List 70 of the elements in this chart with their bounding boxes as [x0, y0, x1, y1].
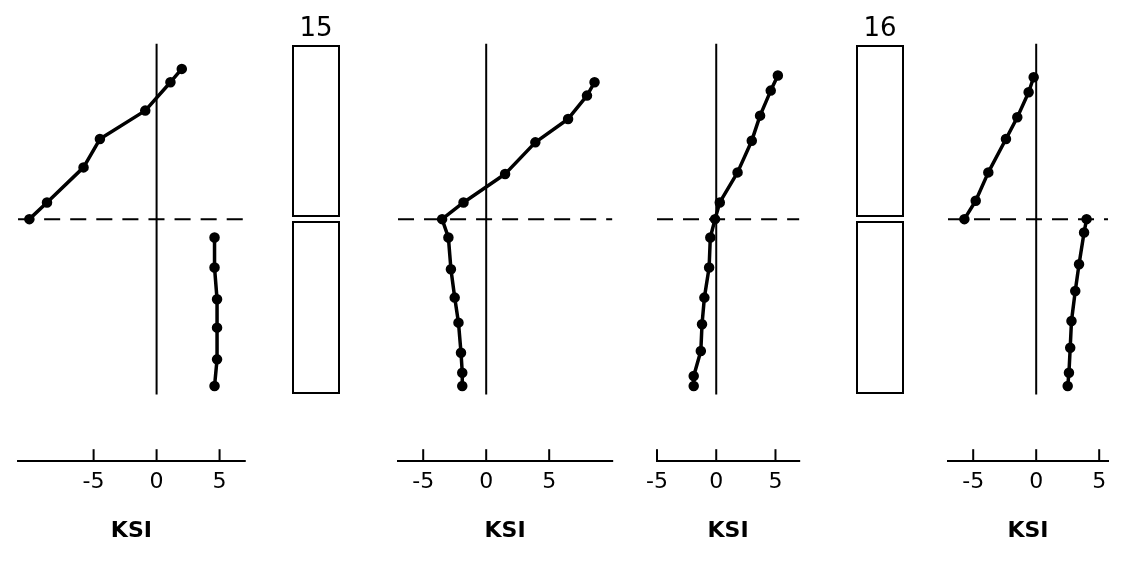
text: 16 [862, 12, 898, 42]
x-tick-label: -5 [962, 468, 985, 494]
point [436, 213, 448, 225]
x-tick-label: -5 [82, 468, 105, 494]
point [211, 322, 223, 333]
point [139, 105, 151, 116]
point [78, 162, 89, 173]
point [699, 292, 710, 303]
x-axis-title: KSI [1007, 516, 1049, 542]
x-axis-title: KSI [707, 516, 749, 542]
point [1078, 227, 1090, 238]
point [1000, 133, 1012, 145]
x-tick-label: 0 [479, 468, 494, 494]
point [1023, 87, 1034, 98]
point [562, 113, 574, 125]
x-tick-label: 5 [768, 468, 783, 494]
point [1073, 258, 1085, 270]
point [746, 135, 758, 146]
x-tick-label: 0 [1029, 468, 1044, 494]
point [983, 167, 994, 178]
point [94, 133, 106, 145]
point [453, 317, 464, 328]
point [1066, 315, 1077, 327]
point [1012, 112, 1023, 123]
point [589, 76, 600, 88]
point [1070, 285, 1081, 297]
point [457, 380, 468, 392]
point [732, 167, 743, 178]
point [1062, 380, 1073, 392]
point [445, 263, 457, 275]
point [209, 232, 220, 243]
point [970, 195, 981, 207]
point [455, 347, 467, 358]
point [209, 262, 220, 273]
text: 15 [298, 12, 334, 42]
point [703, 262, 715, 273]
x-axis-title: KSI [484, 516, 526, 542]
point [41, 197, 53, 208]
point [695, 345, 707, 357]
point [499, 168, 511, 180]
x-tick-label: 5 [542, 468, 557, 494]
x-tick-label: 5 [212, 468, 227, 494]
point [1064, 342, 1076, 353]
point [754, 110, 766, 121]
point [765, 85, 776, 96]
x-tick-label: 0 [149, 468, 164, 494]
point [696, 319, 708, 330]
point [959, 213, 970, 225]
point [449, 292, 460, 303]
x-tick-label: -5 [646, 468, 668, 494]
x-tick-label: 5 [1092, 468, 1107, 494]
point [714, 197, 726, 208]
point [581, 90, 593, 101]
point [176, 63, 188, 75]
point [705, 232, 716, 243]
point [211, 294, 223, 305]
point [1063, 367, 1075, 378]
point [688, 380, 699, 392]
point [165, 76, 176, 88]
point [772, 70, 784, 81]
point [211, 354, 223, 365]
x-axis-title: KSI [110, 516, 152, 542]
point [209, 380, 220, 392]
point [688, 370, 699, 382]
x-tick-label: -5 [412, 468, 435, 494]
x-tick-label: 0 [709, 468, 724, 494]
point [530, 137, 541, 148]
point [443, 232, 454, 243]
point [458, 197, 469, 208]
point [457, 367, 468, 378]
